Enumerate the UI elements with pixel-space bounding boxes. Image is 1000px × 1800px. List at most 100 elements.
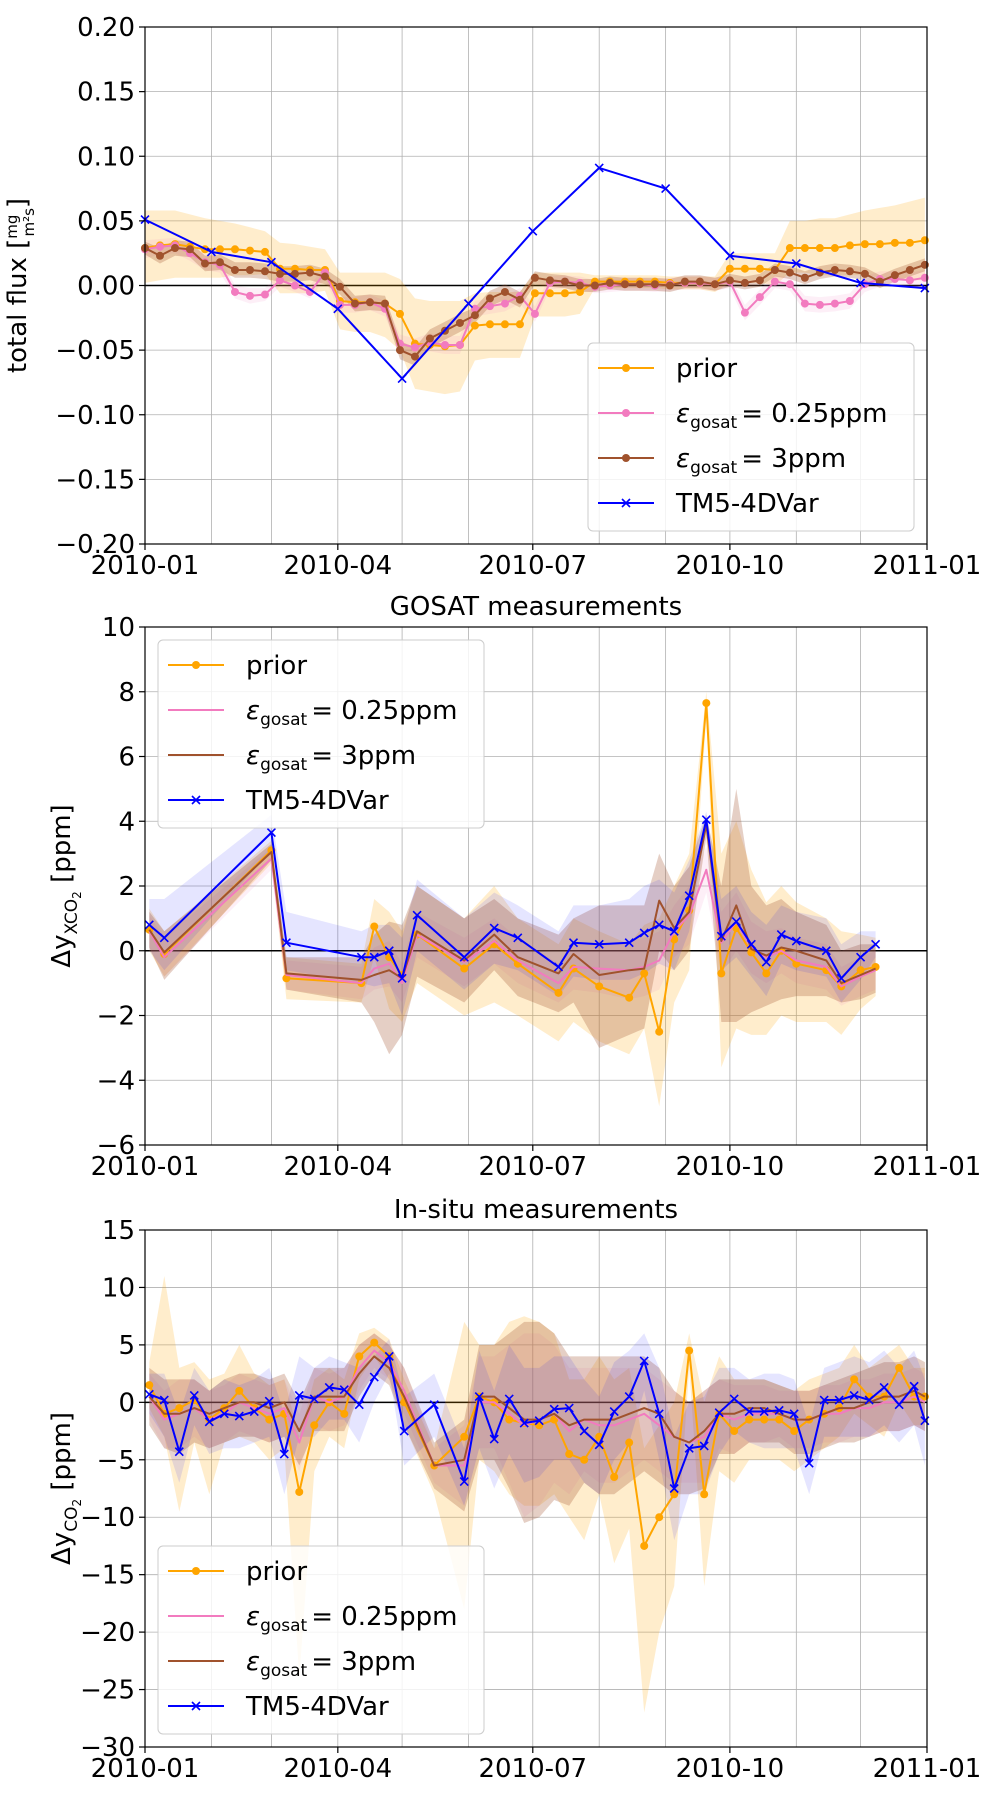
data-point bbox=[746, 939, 756, 949]
data-point bbox=[397, 373, 407, 384]
x-tick-label: 2010-10 bbox=[676, 1754, 785, 1784]
legend-box bbox=[157, 1545, 485, 1735]
data-point bbox=[144, 1389, 154, 1399]
y-tick-label: −15 bbox=[80, 1561, 135, 1591]
data-point bbox=[610, 1473, 619, 1482]
x-tick-label: 2011-01 bbox=[873, 1754, 982, 1784]
legend-marker bbox=[191, 1701, 201, 1711]
uncertainty-band bbox=[149, 691, 876, 1107]
y-axis-label-unit: [ppm] bbox=[47, 804, 77, 891]
data-point bbox=[519, 1418, 529, 1428]
data-point bbox=[624, 938, 634, 948]
legend-marker bbox=[192, 661, 200, 669]
data-point bbox=[804, 1458, 814, 1468]
data-point bbox=[725, 264, 734, 273]
legend-subscript: gosat bbox=[260, 755, 307, 775]
y-tick-label: 0.05 bbox=[77, 207, 135, 237]
x-tick-label: 2010-07 bbox=[478, 1754, 587, 1784]
y-axis-label-subscript: 2 bbox=[70, 891, 84, 899]
legend-label-text: = 0.25ppm bbox=[741, 399, 887, 429]
y-tick-label: −0.10 bbox=[55, 401, 135, 431]
y-tick-label: −0.15 bbox=[55, 465, 135, 495]
legend-marker bbox=[622, 409, 630, 417]
data-point bbox=[425, 334, 434, 343]
data-point bbox=[856, 966, 865, 975]
legend-subscript: gosat bbox=[690, 458, 737, 478]
legend-label: prior bbox=[246, 651, 307, 681]
data-point bbox=[834, 1395, 844, 1405]
data-point bbox=[905, 238, 914, 247]
data-point bbox=[459, 952, 469, 962]
legend-entry: εgosat = 3ppm bbox=[168, 1647, 416, 1681]
data-point bbox=[761, 957, 771, 967]
legend-label-text: = 3ppm bbox=[311, 1647, 416, 1677]
data-point bbox=[791, 936, 801, 946]
legend-entry: εgosat = 0.25ppm bbox=[168, 696, 457, 730]
data-point bbox=[340, 1409, 349, 1418]
data-point bbox=[830, 244, 839, 253]
data-point bbox=[740, 264, 749, 273]
x-tick-label: 2010-01 bbox=[91, 1754, 200, 1784]
y-tick-label: 4 bbox=[118, 807, 135, 837]
data-point bbox=[455, 340, 464, 349]
data-point bbox=[295, 1487, 304, 1496]
data-point bbox=[856, 952, 866, 962]
y-axis-label-close: ] bbox=[3, 198, 33, 208]
data-point bbox=[670, 935, 679, 944]
legend-epsilon: ε bbox=[676, 399, 690, 429]
data-point bbox=[264, 1396, 274, 1406]
data-point bbox=[856, 278, 866, 288]
data-point bbox=[836, 973, 846, 983]
data-point bbox=[635, 280, 644, 289]
data-point bbox=[305, 268, 314, 277]
legend-epsilon: ε bbox=[676, 444, 690, 474]
data-point bbox=[504, 1394, 514, 1404]
data-point bbox=[879, 1382, 889, 1392]
y-axis-label: total flux [mgm²s] bbox=[3, 198, 38, 373]
legend-label: TM5-4DVar bbox=[675, 489, 819, 519]
data-point bbox=[155, 242, 164, 251]
legend-label: prior bbox=[676, 354, 737, 384]
data-point bbox=[505, 1415, 514, 1424]
data-point bbox=[830, 299, 839, 308]
data-point bbox=[590, 281, 599, 290]
legend-subscript: gosat bbox=[260, 1661, 307, 1681]
data-point bbox=[568, 938, 579, 948]
data-point bbox=[204, 1417, 214, 1427]
data-point bbox=[849, 1390, 859, 1401]
data-point bbox=[395, 346, 404, 355]
data-point bbox=[890, 271, 899, 280]
data-point bbox=[410, 343, 419, 352]
data-point bbox=[661, 183, 671, 194]
legend-label: εgosat = 3ppm bbox=[676, 444, 846, 478]
y-tick-label: 8 bbox=[118, 678, 135, 708]
data-point bbox=[335, 282, 344, 291]
data-point bbox=[215, 258, 224, 267]
data-point bbox=[355, 1352, 364, 1361]
data-point bbox=[624, 1392, 634, 1402]
legend-subscript: gosat bbox=[260, 1616, 307, 1636]
data-point bbox=[266, 257, 276, 267]
data-point bbox=[560, 277, 569, 286]
data-point bbox=[744, 1406, 754, 1417]
data-point bbox=[245, 246, 254, 255]
data-point bbox=[655, 1513, 664, 1522]
data-point bbox=[669, 1483, 679, 1494]
data-point bbox=[864, 1395, 874, 1405]
y-tick-label: −4 bbox=[97, 1066, 135, 1096]
data-point bbox=[234, 1411, 244, 1421]
x-tick-label: 2010-07 bbox=[478, 1152, 587, 1182]
x-tick-label: 2010-10 bbox=[676, 551, 785, 581]
data-point bbox=[530, 289, 539, 298]
data-point bbox=[815, 300, 824, 309]
y-axis-label: ΔyCO2 [ppm] bbox=[47, 1412, 84, 1565]
data-point bbox=[785, 280, 794, 289]
x-tick-label: 2010-04 bbox=[284, 551, 393, 581]
data-point bbox=[155, 251, 164, 260]
data-point bbox=[920, 260, 929, 269]
data-point bbox=[860, 240, 869, 249]
data-point bbox=[369, 1372, 379, 1382]
data-point bbox=[455, 318, 464, 327]
data-point bbox=[725, 251, 735, 261]
